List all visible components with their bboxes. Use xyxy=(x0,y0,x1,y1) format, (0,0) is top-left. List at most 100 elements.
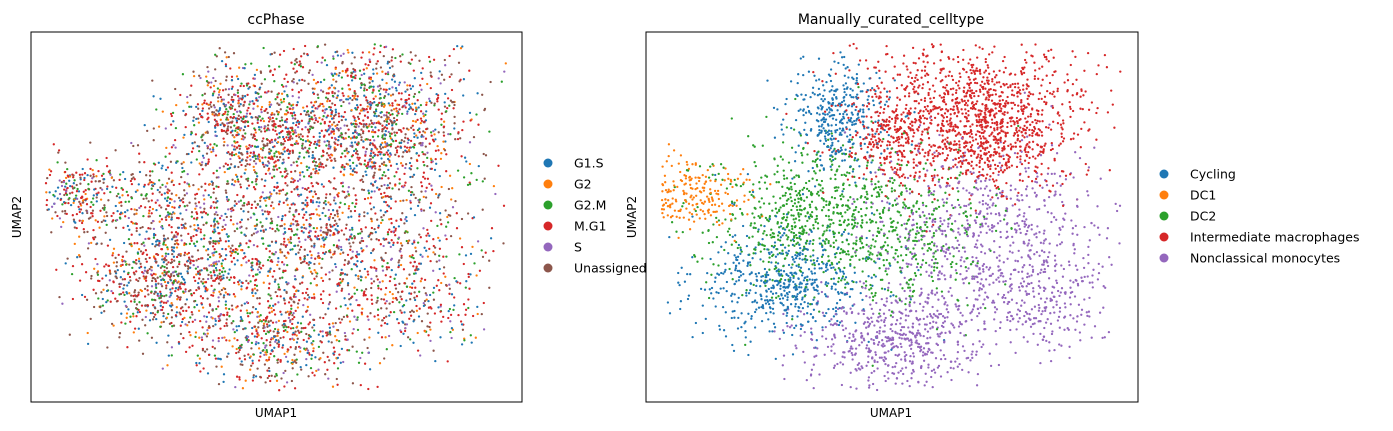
data-point xyxy=(255,218,259,222)
data-point xyxy=(286,330,289,334)
data-point xyxy=(293,333,296,336)
data-point xyxy=(103,208,106,211)
data-point xyxy=(395,131,399,134)
data-point xyxy=(425,103,428,107)
data-point xyxy=(195,364,198,367)
data-point xyxy=(354,141,357,144)
data-point xyxy=(278,119,282,123)
data-point xyxy=(206,332,209,335)
data-point xyxy=(142,197,145,201)
data-point xyxy=(318,144,321,147)
data-point xyxy=(402,185,405,189)
data-point xyxy=(300,368,303,371)
data-point xyxy=(305,340,309,343)
data-point xyxy=(238,245,241,248)
data-point xyxy=(295,61,299,64)
data-point xyxy=(278,189,281,192)
data-point xyxy=(296,268,299,271)
data-point xyxy=(389,143,393,146)
data-point xyxy=(207,311,211,314)
data-point xyxy=(469,273,472,276)
data-point xyxy=(235,175,239,178)
data-point xyxy=(351,136,354,139)
data-point xyxy=(400,139,403,142)
data-point xyxy=(152,127,155,130)
data-point xyxy=(411,102,414,105)
data-point xyxy=(99,305,102,309)
data-point xyxy=(222,129,226,133)
data-point xyxy=(340,98,343,102)
data-point xyxy=(311,73,314,77)
data-point xyxy=(226,144,229,147)
data-point xyxy=(142,241,145,244)
data-point xyxy=(226,163,230,167)
data-point xyxy=(169,160,173,163)
data-point xyxy=(405,239,408,243)
data-point xyxy=(309,250,312,253)
data-point xyxy=(322,290,325,293)
data-point xyxy=(413,298,417,302)
data-point xyxy=(164,127,167,130)
data-point xyxy=(492,184,496,188)
data-point xyxy=(188,330,191,334)
data-point xyxy=(90,274,93,278)
data-point xyxy=(187,320,191,324)
data-point xyxy=(179,272,183,275)
data-point xyxy=(235,347,238,351)
data-point xyxy=(206,297,209,300)
data-point xyxy=(207,273,210,277)
data-point xyxy=(236,126,239,130)
data-point xyxy=(227,352,230,355)
data-point xyxy=(203,101,206,105)
data-point xyxy=(175,103,178,107)
data-point xyxy=(97,169,100,173)
data-point xyxy=(406,137,409,140)
data-point xyxy=(144,237,147,241)
data-point xyxy=(212,149,215,153)
data-point xyxy=(388,182,392,185)
data-point xyxy=(290,170,293,174)
data-point xyxy=(365,88,369,92)
data-point xyxy=(265,353,268,356)
data-point xyxy=(65,212,68,216)
data-point xyxy=(355,164,358,167)
data-point xyxy=(230,75,234,78)
data-point xyxy=(148,209,151,212)
data-point xyxy=(214,266,218,270)
data-point xyxy=(230,260,233,263)
data-point xyxy=(375,62,378,65)
data-point xyxy=(339,170,342,173)
data-point xyxy=(468,69,471,72)
data-point xyxy=(210,180,213,183)
data-point xyxy=(269,222,272,225)
data-point xyxy=(384,293,387,296)
data-point xyxy=(335,80,338,83)
data-point xyxy=(219,254,223,258)
data-point xyxy=(332,352,335,355)
data-point xyxy=(83,178,86,182)
data-point xyxy=(410,157,413,160)
data-point xyxy=(267,90,270,93)
data-point xyxy=(146,129,149,133)
data-point xyxy=(153,182,156,186)
data-point xyxy=(430,188,434,191)
data-point xyxy=(284,369,287,373)
data-point xyxy=(194,335,197,339)
data-point xyxy=(357,125,360,128)
data-point xyxy=(328,293,331,296)
data-point xyxy=(171,287,174,290)
data-point xyxy=(267,287,271,290)
data-point xyxy=(239,207,243,211)
data-point xyxy=(355,318,358,321)
data-point xyxy=(158,240,161,243)
data-point xyxy=(256,273,259,276)
data-point xyxy=(314,161,318,164)
data-point xyxy=(139,250,143,253)
data-point xyxy=(268,304,272,307)
data-point xyxy=(214,154,218,157)
data-point xyxy=(202,133,205,136)
data-point xyxy=(97,191,100,194)
data-point xyxy=(353,205,357,208)
data-point xyxy=(128,263,131,266)
data-point xyxy=(368,60,372,63)
